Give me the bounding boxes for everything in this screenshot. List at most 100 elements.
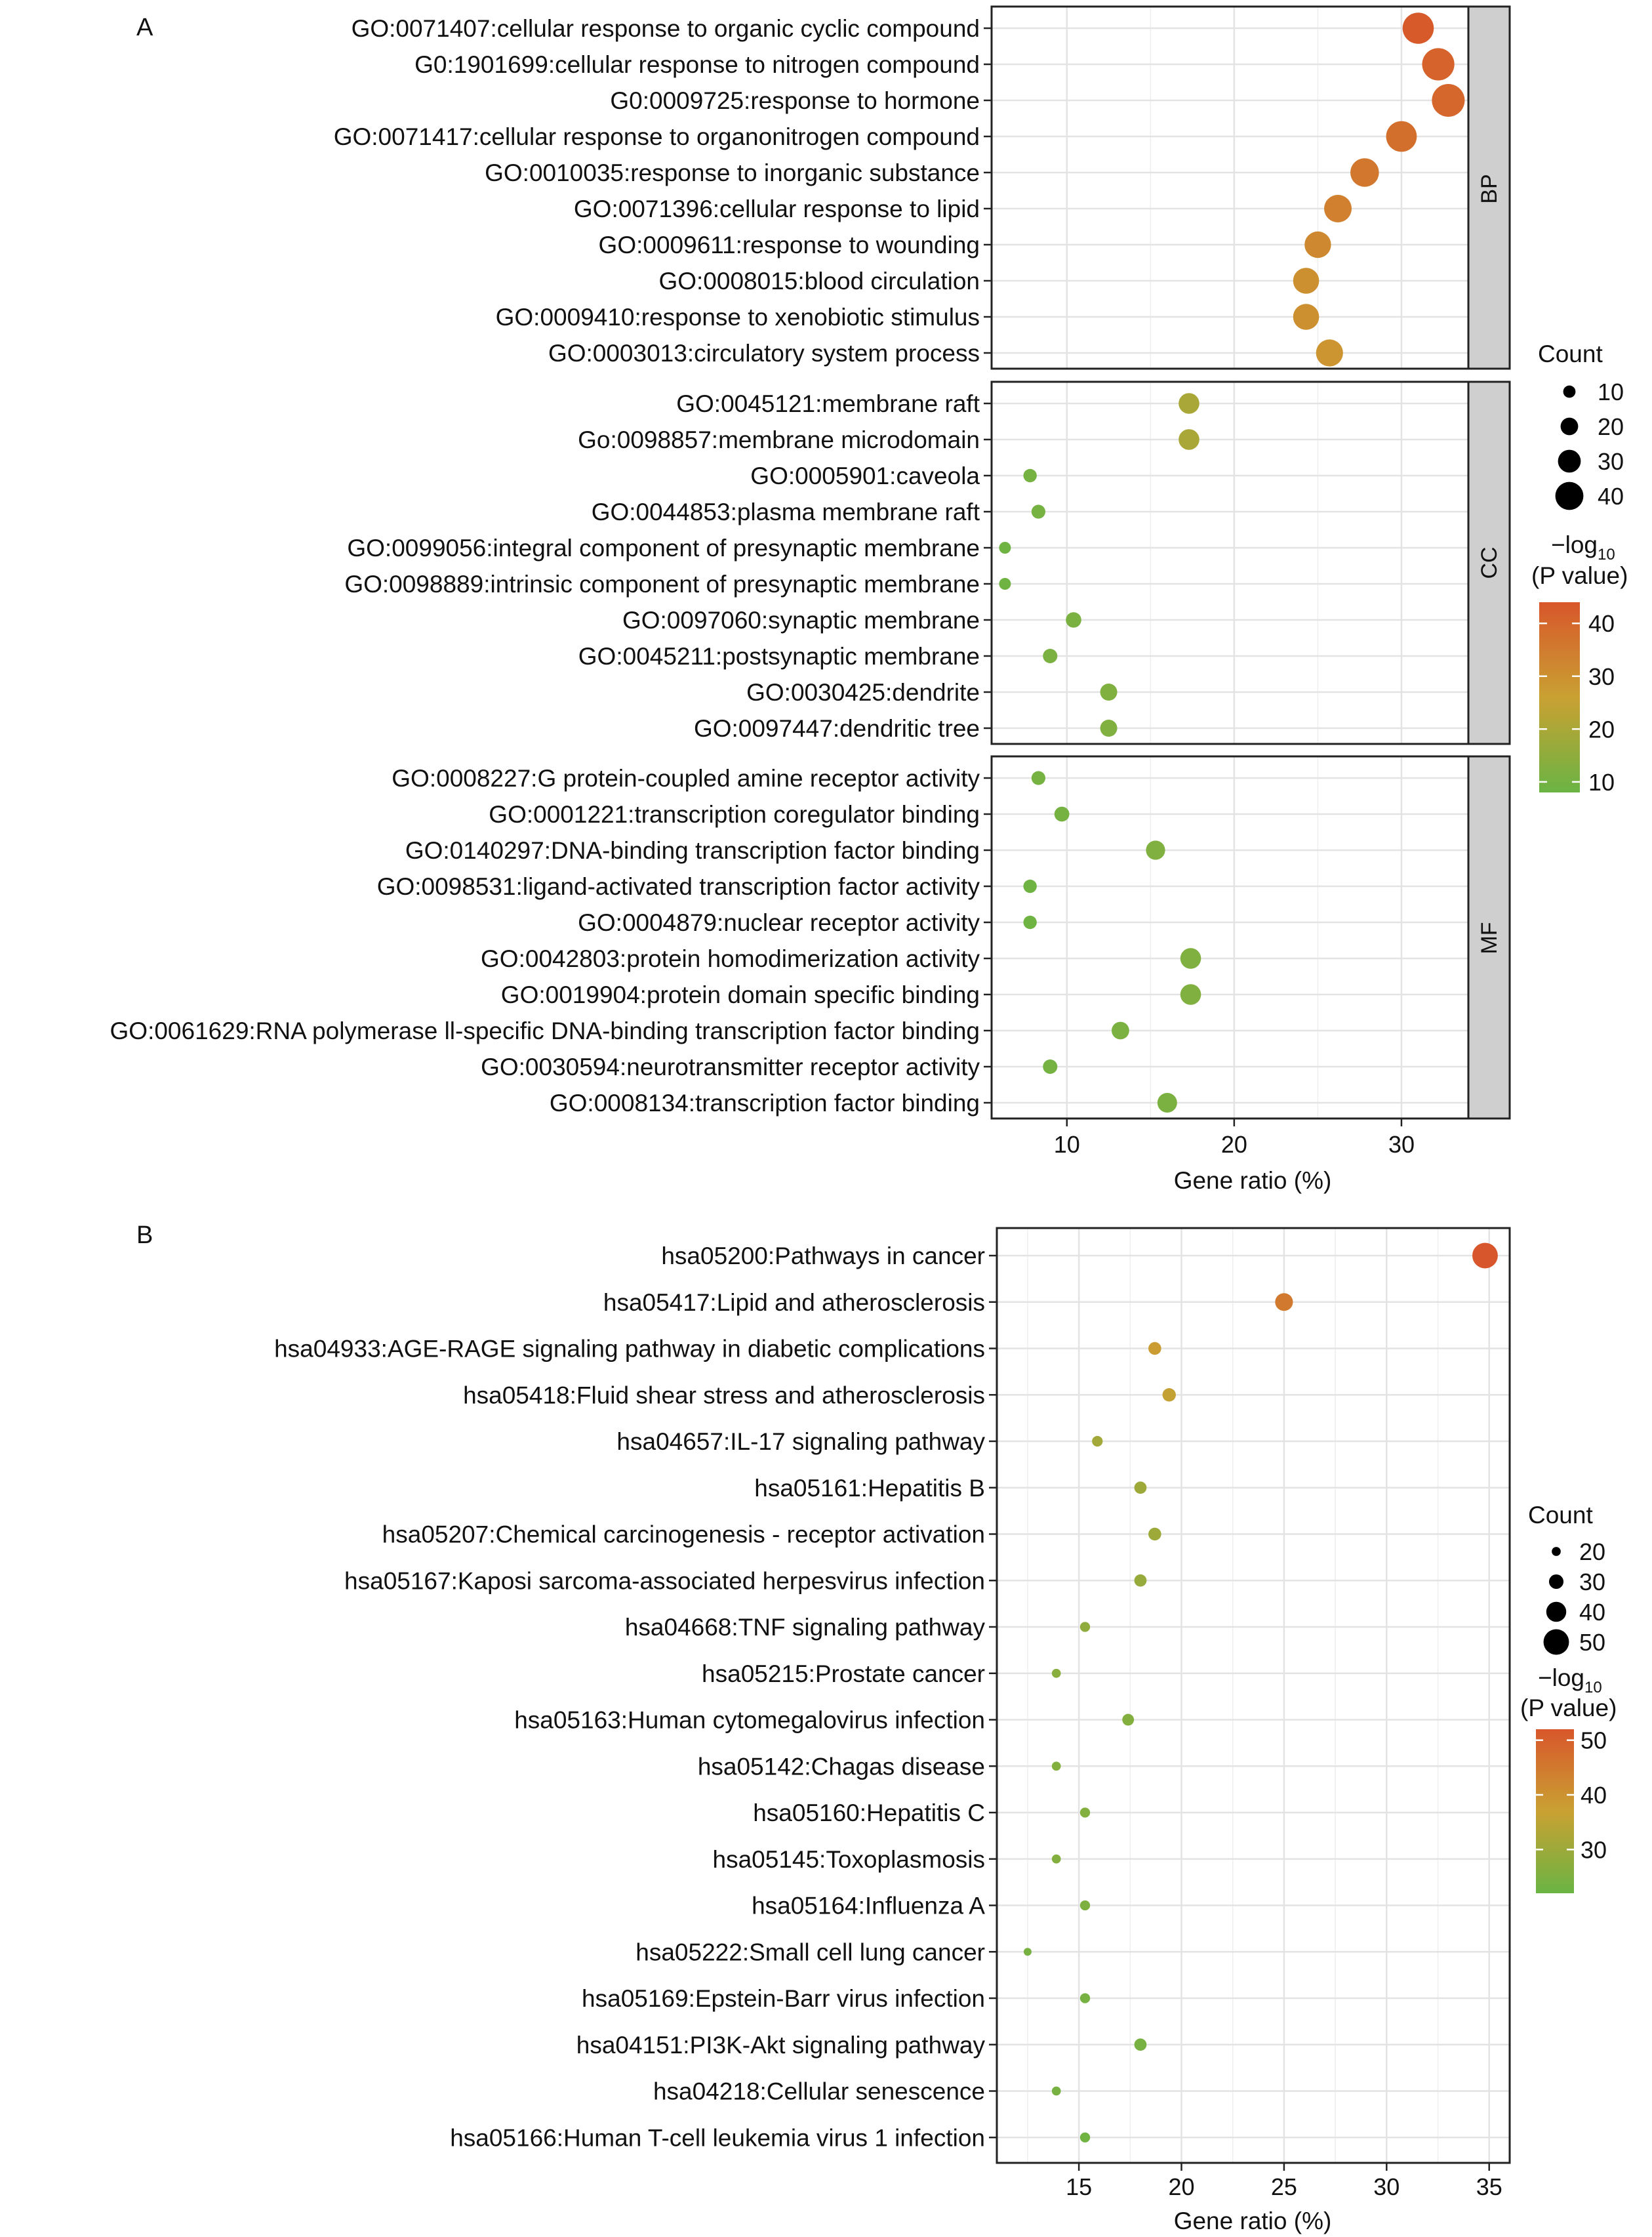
category-label: GO:0009410:response to xenobiotic stimul…: [496, 304, 980, 331]
colorbar: [1539, 602, 1580, 792]
data-point: [1100, 720, 1118, 737]
color-legend: −log10 (P value) 40 30 20 10: [1531, 531, 1628, 796]
size-legend-label: 50: [1579, 1629, 1605, 1656]
data-point: [1052, 1669, 1061, 1678]
size-legend-dot: [1546, 1602, 1566, 1622]
data-point: [1163, 1388, 1176, 1401]
size-legend-label: 40: [1598, 483, 1624, 510]
data-point: [1180, 948, 1201, 969]
data-point: [1080, 1993, 1090, 2003]
data-point: [1092, 1436, 1102, 1447]
category-label: hsa05418:Fluid shear stress and atherosc…: [463, 1382, 985, 1408]
plot-frame-b: [997, 1228, 1510, 2163]
x-tick-label: 20: [1168, 2173, 1194, 2200]
category-label: hsa05142:Chagas disease: [698, 1753, 985, 1780]
data-point: [1180, 984, 1201, 1005]
color-legend-title: −log10: [1538, 1664, 1602, 1696]
data-point: [999, 542, 1011, 554]
x-tick-label: 25: [1271, 2173, 1297, 2200]
x-axis: 15 20 25 30 35: [1066, 2163, 1502, 2200]
category-label: GO:0008134:transcription factor binding: [550, 1090, 980, 1117]
data-point: [1422, 48, 1454, 80]
size-legend-label: 10: [1598, 379, 1624, 405]
data-point: [1293, 268, 1320, 294]
category-label: hsa05160:Hepatitis C: [753, 1799, 985, 1826]
category-label: G0:1901699:cellular response to nitrogen…: [414, 51, 980, 78]
category-label: hsa05167:Kaposi sarcoma-associated herpe…: [344, 1567, 985, 1594]
category-label: GO:0009611:response to wounding: [599, 232, 980, 258]
category-label: hsa05161:Hepatitis B: [754, 1475, 985, 1502]
category-label: hsa05215:Prostate cancer: [702, 1660, 985, 1687]
data-point: [1112, 1022, 1129, 1040]
size-legend-label: 30: [1598, 448, 1624, 475]
facet-label-cc: CC: [1477, 546, 1502, 579]
data-point: [1135, 2038, 1147, 2051]
data-point: [1179, 429, 1199, 450]
x-axis-title: Gene ratio (%): [1174, 1167, 1332, 1194]
category-label: GO:0071396:cellular response to lipid: [574, 195, 980, 222]
facet-frame-bp: [992, 7, 1468, 369]
data-point: [1386, 121, 1417, 152]
size-legend-dot: [1552, 1547, 1561, 1556]
size-legend-dot: [1556, 482, 1584, 510]
size-legend-dot: [1549, 1574, 1563, 1589]
data-point: [1146, 840, 1165, 859]
category-label: hsa04657:IL-17 signaling pathway: [616, 1428, 985, 1455]
category-label: GO:0097060:synaptic membrane: [622, 607, 980, 634]
data-point: [1052, 1855, 1061, 1864]
size-legend-label: 20: [1598, 413, 1624, 440]
category-label: GO:0004879:nuclear receptor activity: [578, 909, 980, 936]
category-label: hsa05417:Lipid and atherosclerosis: [603, 1289, 985, 1316]
data-point: [1158, 1093, 1177, 1113]
category-label: G0:0009725:response to hormone: [610, 87, 980, 114]
category-label: GO:0008227:G protein-coupled amine recep…: [392, 765, 980, 792]
category-label: hsa05145:Toxoplasmosis: [713, 1846, 985, 1873]
category-label: GO:0019904:protein domain specific bindi…: [501, 981, 980, 1008]
size-legend-dot: [1558, 450, 1581, 473]
data-point: [1472, 1243, 1498, 1269]
data-point: [1023, 880, 1036, 893]
color-legend-title-2: (P value): [1520, 1694, 1617, 1721]
panel-label-a: A: [136, 14, 153, 41]
data-point: [1135, 1481, 1147, 1494]
data-point: [1080, 1900, 1090, 1910]
x-axis-title: Gene ratio (%): [1174, 2207, 1332, 2234]
panel-a: A GO:0071407:cellular response to organi…: [110, 7, 1628, 1194]
data-point: [1122, 1714, 1134, 1726]
panel-label-b: B: [136, 1221, 153, 1249]
data-point: [1080, 1807, 1090, 1817]
category-label: GO:0099056:integral component of presyna…: [347, 535, 980, 562]
size-legend: Count 10 20 30 40: [1538, 340, 1624, 510]
data-point: [1148, 1528, 1161, 1541]
data-point: [1403, 12, 1434, 44]
colorbar: [1536, 1729, 1574, 1893]
category-label: GO:0071417:cellular response to organoni…: [334, 123, 980, 150]
data-point: [1080, 1622, 1090, 1632]
x-tick-label: 30: [1373, 2173, 1400, 2200]
data-point: [1032, 771, 1045, 785]
color-legend-title: −log10: [1551, 531, 1615, 564]
data-point: [1432, 84, 1464, 117]
size-legend-label: 30: [1579, 1569, 1605, 1595]
color-legend-title-2: (P value): [1531, 562, 1628, 589]
size-legend-label: 20: [1579, 1538, 1605, 1565]
category-label: Go:0098857:membrane microdomain: [578, 426, 980, 453]
category-label: GO:0005901:caveola: [750, 462, 980, 489]
data-point: [1052, 1761, 1061, 1771]
category-labels: hsa05200:Pathways in cancerhsa05417:Lipi…: [274, 1242, 997, 2151]
category-labels: GO:0071407:cellular response to organic …: [110, 15, 992, 1117]
colorbar-tick-label: 50: [1581, 1727, 1607, 1754]
data-point: [1100, 684, 1118, 701]
category-label: hsa04218:Cellular senescence: [653, 2078, 985, 2105]
x-tick-label: 35: [1476, 2173, 1502, 2200]
x-tick-label: 30: [1388, 1131, 1415, 1158]
size-legend: Count 20 30 40 50: [1528, 1502, 1605, 1656]
size-legend-dot: [1544, 1630, 1569, 1655]
data-point: [1023, 916, 1036, 929]
data-point: [1043, 649, 1057, 663]
data-point: [1135, 1574, 1147, 1587]
category-label: hsa05207:Chemical carcinogenesis - recep…: [382, 1521, 985, 1548]
data-point: [1032, 504, 1045, 518]
data-point: [1350, 158, 1379, 187]
x-axis: 10 20 30: [1054, 1118, 1415, 1158]
